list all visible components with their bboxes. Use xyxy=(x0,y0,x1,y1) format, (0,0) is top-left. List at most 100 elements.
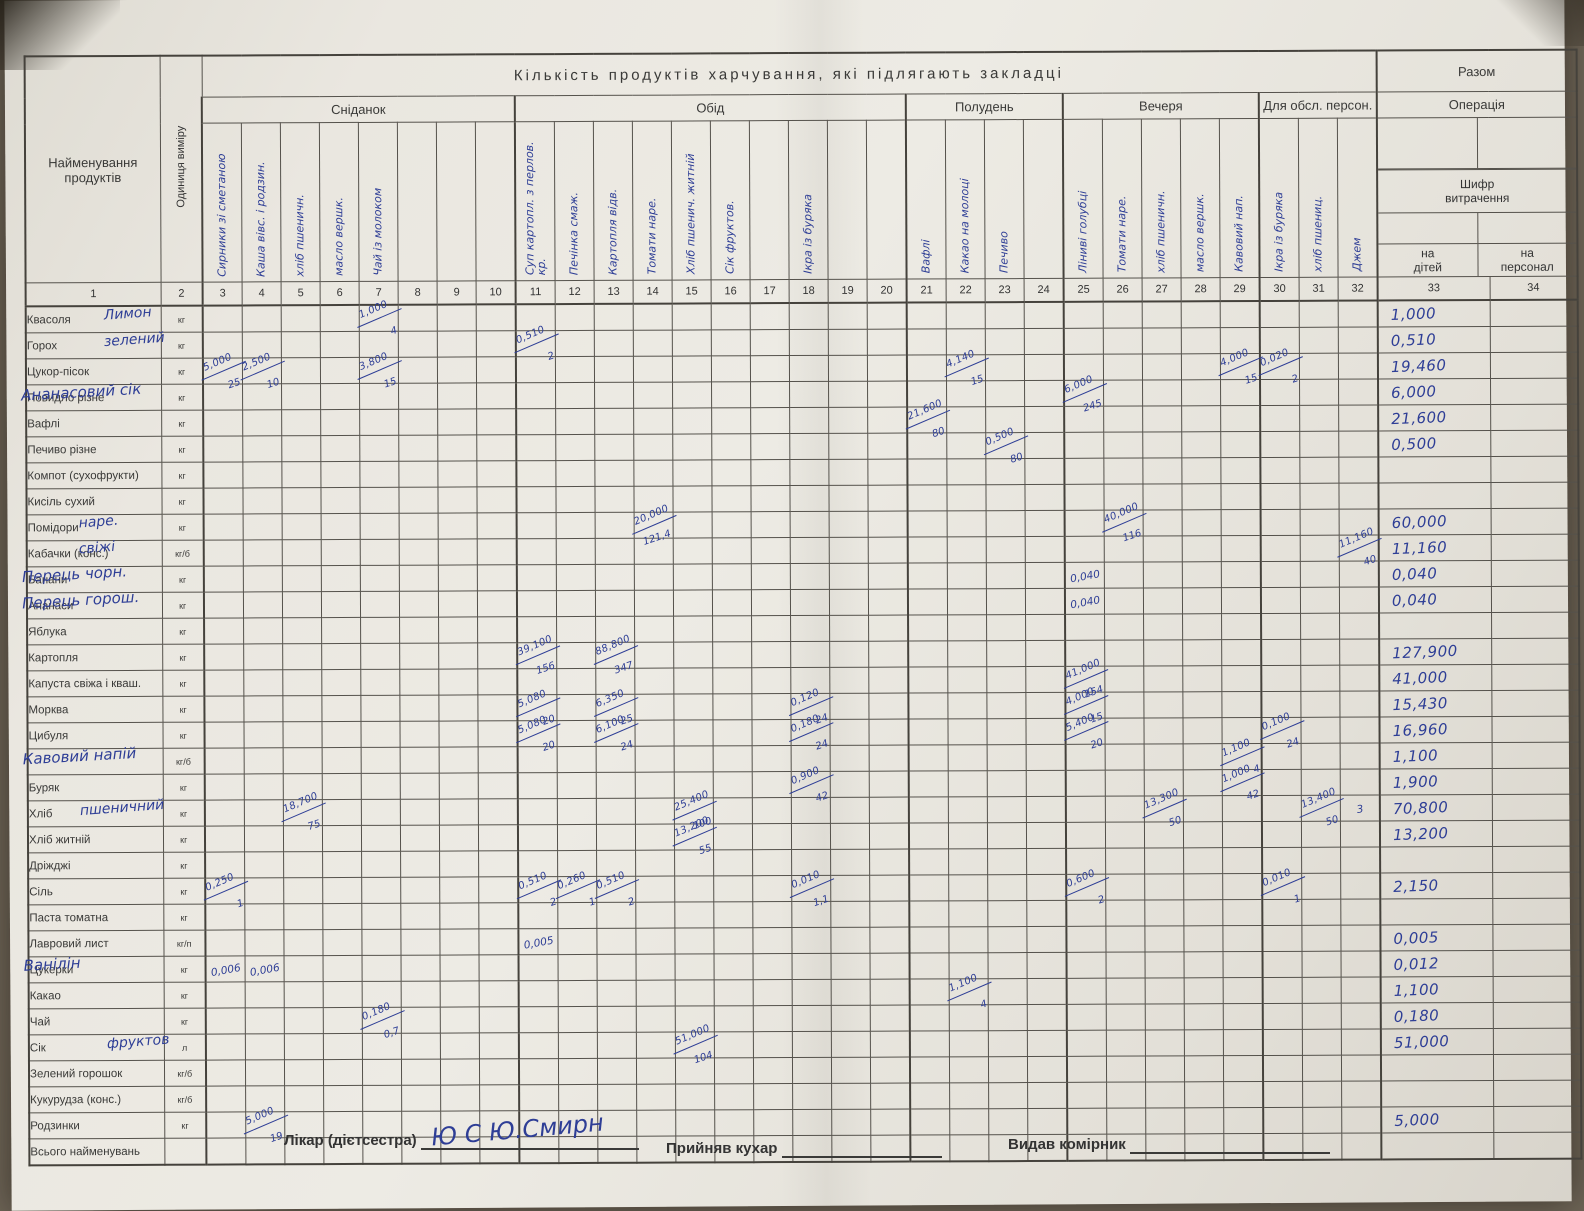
qty-cell-col-12 xyxy=(556,694,596,721)
qty-cell-col-9 xyxy=(437,486,478,514)
qty-cell-col-31 xyxy=(1299,327,1339,354)
qty-cell-col-11 xyxy=(518,980,559,1007)
qty-cell-col-16 xyxy=(712,615,752,642)
product-name: Паста томатна xyxy=(28,904,164,931)
qty-cell-col-9 xyxy=(439,902,479,930)
dish-label-text: хліб пшеничн. xyxy=(293,193,307,277)
qty-cell-col-27 xyxy=(1145,1055,1185,1083)
qty-cell-col-22 xyxy=(947,640,987,667)
qty-cell-col-23 xyxy=(986,588,1026,615)
qty-cell-col-30 xyxy=(1261,795,1302,822)
qty-cell-col-3 xyxy=(203,487,244,515)
qty-cell-col-26 xyxy=(1105,926,1146,953)
qty-cell-col-11 xyxy=(518,1006,559,1033)
qty-cell-col-26 xyxy=(1104,666,1144,693)
qty-cell-col-5 xyxy=(282,591,322,618)
total-children-cell: 51,000 xyxy=(1380,1028,1493,1055)
qty-cell-col-8 xyxy=(401,955,441,982)
qty-cell-col-11 xyxy=(516,434,556,461)
qty-cell-col-13 xyxy=(594,434,634,461)
qty-cell-col-9 xyxy=(437,460,477,488)
qty-cell-col-31 xyxy=(1299,405,1339,432)
qty-cell-col-26 xyxy=(1106,952,1146,979)
qty-cell-col-14 xyxy=(634,642,674,669)
qty-cell-col-12 xyxy=(555,460,595,487)
qty-cell-col-19 xyxy=(830,771,870,798)
qty-cell-col-26 xyxy=(1104,614,1144,641)
qty-cell-col-14 xyxy=(633,356,673,383)
qty-cell-col-5 xyxy=(282,721,323,748)
qty-cell-col-25 xyxy=(1066,1030,1107,1057)
qty-cell-col-6 xyxy=(322,799,362,826)
total-children-value: 0,510 xyxy=(1390,329,1437,350)
qty-cell-col-25: 6,000 245 xyxy=(1062,374,1108,414)
qty-cell-col-27: 13,300 50 xyxy=(1142,787,1188,829)
qty-cell-col-7 xyxy=(361,799,401,826)
qty-cell-col-16 xyxy=(714,953,754,980)
dish-label-col-22: Какао на молоці xyxy=(945,119,986,279)
qty-cell-col-29 xyxy=(1221,561,1261,588)
qty-cell-col-4: 2,500 10 xyxy=(240,351,286,391)
qty-cell-col-19 xyxy=(831,1031,871,1058)
qty-cell-col-12 xyxy=(555,356,595,383)
qty-cell-col-12 xyxy=(557,772,597,799)
qty-cell-col-26 xyxy=(1103,458,1143,485)
qty-cell-col-25 xyxy=(1066,952,1107,979)
total-personnel-cell xyxy=(1489,299,1578,327)
cook-signature-line xyxy=(781,1138,942,1158)
total-personnel-cell xyxy=(1492,898,1581,925)
qty-cell-col-18 xyxy=(792,979,832,1006)
qty-cell-col-29 xyxy=(1222,899,1263,926)
qty-cell-col-12 xyxy=(555,382,595,409)
qty-cell-col-17 xyxy=(752,771,792,798)
qty-cell-col-23 xyxy=(986,666,1026,693)
qty-cell-col-6 xyxy=(320,331,360,358)
product-name: Яблука xyxy=(27,618,163,645)
total-personnel-cell xyxy=(1491,820,1581,847)
qty-cell-col-3 xyxy=(204,721,245,749)
qty-cell-col-10 xyxy=(477,590,518,617)
qty-cell-col-31 xyxy=(1300,639,1340,666)
qty-cell-col-28 xyxy=(1183,769,1223,796)
form-container: Найменування продуктів Одиниця виміру Кі… xyxy=(21,48,1583,1167)
qty-cell-col-20 xyxy=(869,901,910,928)
qty-cell-col-23 xyxy=(986,536,1026,563)
qty-cell-col-22 xyxy=(948,900,988,927)
qty-cell-col-16 xyxy=(713,745,753,772)
total-personnel-cell xyxy=(1490,404,1579,431)
qty-cell-col-19 xyxy=(829,719,870,746)
qty-cell-col-31 xyxy=(1300,587,1340,614)
qty-cell-col-14 xyxy=(634,590,674,617)
dish-label-col-7: Чай із молоком xyxy=(358,122,399,282)
dish-label-text: Хліб пшенич. житній xyxy=(684,153,698,275)
qty-cell-col-16 xyxy=(711,381,751,408)
expense-code-label: Шифр витрачення xyxy=(1378,168,1577,214)
product-name-printed: Цукор-пісок xyxy=(26,365,90,378)
product-name: Зелений горошок xyxy=(28,1060,165,1087)
qty-cell-col-13 xyxy=(596,798,636,825)
qty-cell-col-17 xyxy=(752,927,793,954)
qty-cell-col-7: 0,180 0,7 xyxy=(360,1001,405,1041)
qty-cell-col-24 xyxy=(1026,848,1067,875)
product-name-printed: Сік xyxy=(29,1041,46,1054)
dish-label-text: масло вершк. xyxy=(1193,193,1207,273)
qty-cell-col-16 xyxy=(711,355,751,382)
qty-cell-col-3 xyxy=(203,461,243,489)
qty-cell-col-19 xyxy=(829,563,869,590)
qty-cell-col-6 xyxy=(321,721,362,748)
dish-label-text: Суп картопл. з перлов. кр. xyxy=(522,141,548,276)
qty-cell-col-28 xyxy=(1181,379,1221,406)
for-children-label: на дітей xyxy=(1378,244,1479,277)
product-name-handwritten: фруктов xyxy=(106,1031,171,1053)
qty-cell-col-5 xyxy=(282,643,322,670)
code-cell-personnel xyxy=(1478,213,1577,243)
product-name-printed: Картопля xyxy=(28,651,79,664)
qty-cell-col-32 xyxy=(1340,898,1381,926)
total-children-cell: 13,200 xyxy=(1379,820,1493,847)
qty-cell-col-4 xyxy=(244,773,284,800)
qty-cell-col-30 xyxy=(1260,509,1301,536)
qty-cell-col-22: 4,140 15 xyxy=(944,348,990,388)
column-number-27: 27 xyxy=(1142,277,1182,302)
qty-cell-col-29 xyxy=(1220,457,1261,484)
qty-cell-col-25 xyxy=(1067,1082,1107,1109)
